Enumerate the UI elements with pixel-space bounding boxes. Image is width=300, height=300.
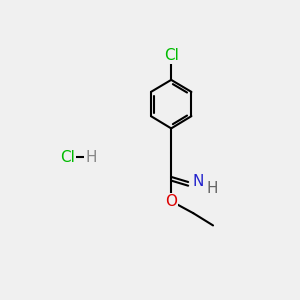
Text: H: H: [85, 150, 97, 165]
Text: H: H: [206, 181, 218, 196]
Text: Cl: Cl: [60, 150, 75, 165]
Text: Cl: Cl: [164, 48, 178, 63]
Text: O: O: [165, 194, 177, 209]
Text: N: N: [193, 175, 204, 190]
